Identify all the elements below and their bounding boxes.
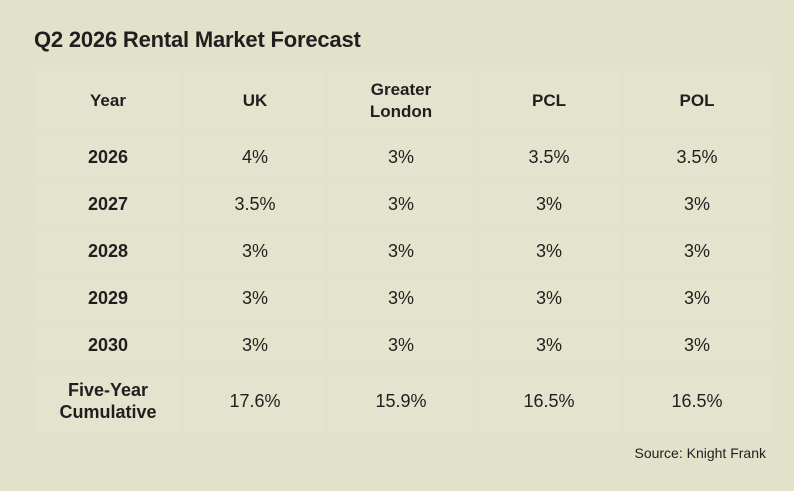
- row-label: 2029: [34, 275, 182, 320]
- table-cell: 3%: [184, 322, 326, 367]
- source-note: Source: Knight Frank: [634, 445, 766, 461]
- table-cell: 3.5%: [184, 181, 326, 226]
- row-label: 2028: [34, 228, 182, 273]
- column-header: PCL: [476, 70, 622, 132]
- table-cell: 3%: [624, 181, 770, 226]
- table-cell: 3%: [624, 322, 770, 367]
- row-label: 2026: [34, 134, 182, 179]
- table-cell: 3%: [328, 275, 474, 320]
- row-label: Five-Year Cumulative: [34, 369, 182, 432]
- table-cell: 3%: [624, 228, 770, 273]
- table-cell: 3%: [476, 275, 622, 320]
- table-cell: 3%: [328, 228, 474, 273]
- row-label: 2027: [34, 181, 182, 226]
- column-header: Greater London: [328, 70, 474, 132]
- table-cell: 16.5%: [624, 369, 770, 432]
- column-header: POL: [624, 70, 770, 132]
- column-header: Year: [34, 70, 182, 132]
- table-cell: 3%: [476, 228, 622, 273]
- chart-title: Q2 2026 Rental Market Forecast: [34, 27, 361, 52]
- table-cell: 3%: [328, 322, 474, 367]
- row-label: 2030: [34, 322, 182, 367]
- table-cell: 3%: [184, 228, 326, 273]
- table-cell: 16.5%: [476, 369, 622, 432]
- table-cell: 3%: [476, 181, 622, 226]
- column-header: UK: [184, 70, 326, 132]
- table-cell: 17.6%: [184, 369, 326, 432]
- table-cell: 3%: [476, 322, 622, 367]
- table-cell: 3%: [328, 134, 474, 179]
- table-cell: 3%: [184, 275, 326, 320]
- table-cell: 3.5%: [624, 134, 770, 179]
- table-cell: 3%: [624, 275, 770, 320]
- forecast-table: Year UK Greater London PCL POL 2026 4% 3% 3.5% 3.5…: [34, 70, 770, 432]
- table-cell: 4%: [184, 134, 326, 179]
- table-cell: 3.5%: [476, 134, 622, 179]
- table-cell: 3%: [328, 181, 474, 226]
- table-cell: 15.9%: [328, 369, 474, 432]
